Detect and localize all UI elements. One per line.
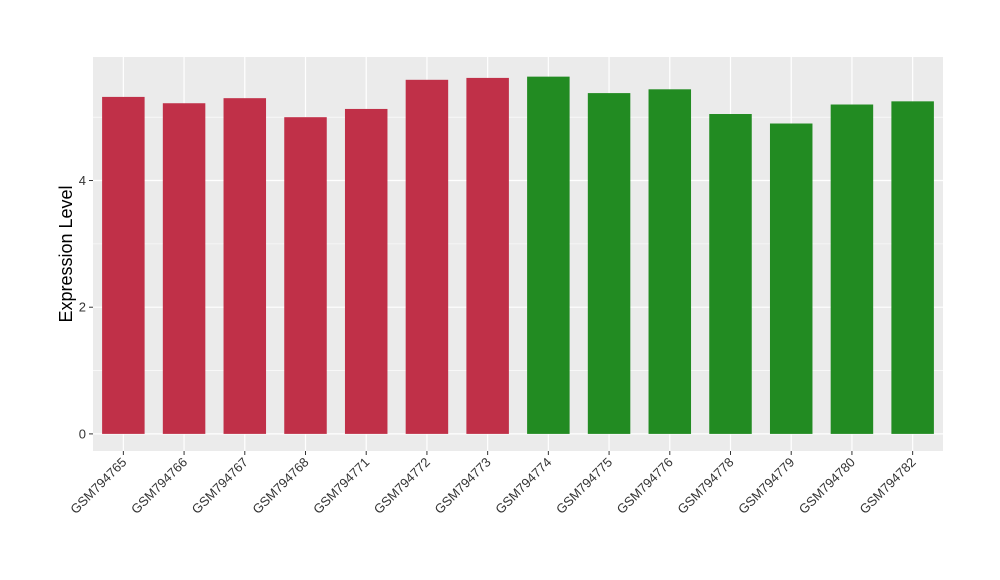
y-axis-title: Expression Level — [56, 185, 76, 322]
x-tick-label: GSM794776 — [614, 455, 676, 517]
x-tick-label: GSM794772 — [371, 455, 433, 517]
bar-GSM794765 — [102, 96, 145, 434]
x-tick-label: GSM794775 — [553, 455, 615, 517]
x-tick-label: GSM794768 — [249, 455, 311, 517]
x-tick-label: GSM794774 — [492, 455, 554, 517]
bar-GSM794772 — [405, 79, 449, 434]
bar-GSM794782 — [891, 101, 934, 434]
bar-GSM794776 — [648, 89, 692, 434]
y-tick-label: 4 — [79, 173, 86, 188]
y-axis: 0 2 4 — [79, 173, 93, 441]
x-tick-label: GSM794771 — [310, 455, 372, 517]
x-tick-label: GSM794765 — [67, 455, 129, 517]
y-tick-label: 2 — [79, 300, 86, 315]
bar-GSM794773 — [466, 77, 509, 434]
bar-GSM794778 — [709, 114, 752, 434]
x-tick-label: GSM794773 — [432, 455, 494, 517]
bar-GSM794768 — [284, 117, 327, 434]
x-tick-label: GSM794780 — [796, 455, 858, 517]
x-tick-label: GSM794779 — [735, 455, 797, 517]
bar-GSM794766 — [162, 103, 206, 434]
plot-panel — [93, 57, 943, 451]
bar-GSM794771 — [344, 108, 388, 434]
x-tick-label: GSM794782 — [857, 455, 919, 517]
x-tick-label: GSM794767 — [189, 455, 251, 517]
bar-GSM794780 — [830, 104, 874, 434]
bar-GSM794767 — [223, 98, 267, 434]
y-tick-label: 0 — [79, 426, 86, 441]
x-tick-label: GSM794766 — [128, 455, 190, 517]
x-axis: GSM794765GSM794766GSM794767GSM794768GSM7… — [67, 451, 919, 517]
bar-GSM794779 — [769, 123, 813, 434]
x-tick-label: GSM794778 — [674, 455, 736, 517]
bar-GSM794774 — [527, 76, 570, 434]
bars — [102, 76, 934, 434]
bar-GSM794775 — [587, 93, 631, 434]
